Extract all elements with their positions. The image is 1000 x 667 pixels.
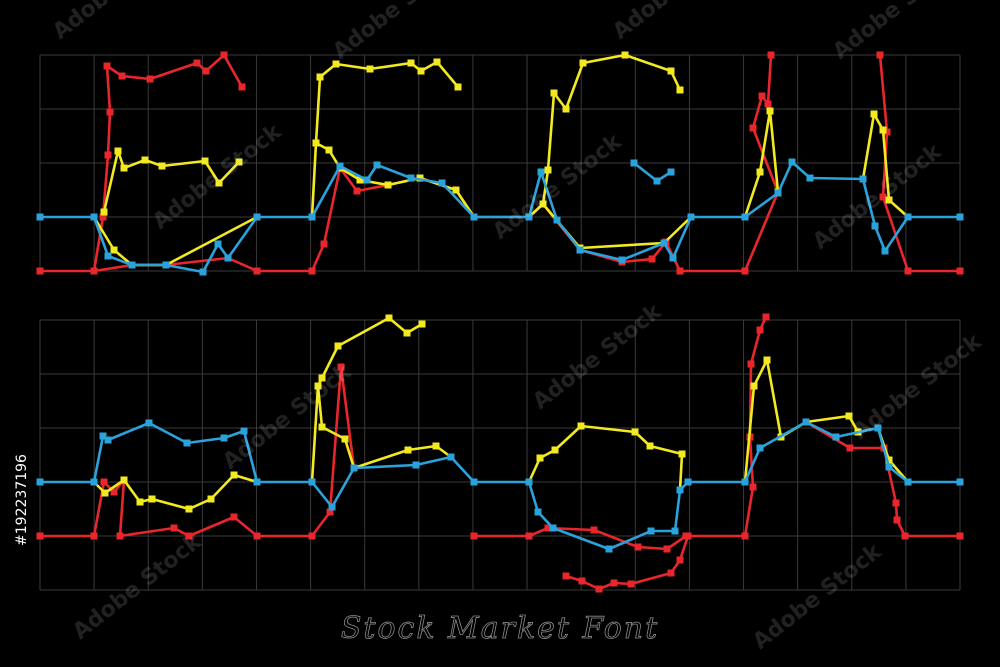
grid	[39, 54, 961, 591]
glyph-stroke	[525, 422, 686, 494]
watermark: Adobe Stock	[848, 329, 987, 445]
glyph-stroke	[308, 58, 462, 221]
stock-id: #192237196	[14, 454, 30, 546]
watermark: Adobe Stock	[488, 129, 627, 245]
glyphs-bottom	[36, 313, 964, 593]
watermark: Adobe Stock	[528, 299, 667, 415]
watermark: Adobe Stock	[608, 0, 747, 45]
watermark: Adobe Stock	[48, 0, 187, 45]
glyph-stroke	[314, 314, 426, 390]
glyph-stroke	[36, 158, 964, 276]
watermark: Adobe Stock	[808, 139, 947, 255]
watermark: Adobe Stock	[748, 539, 887, 655]
glyphs-top	[36, 51, 964, 276]
glyph-stroke	[312, 139, 478, 221]
glyph-stroke	[90, 471, 261, 513]
watermark: Adobe Stock	[68, 529, 207, 645]
glyph-stroke	[36, 418, 964, 553]
caption: Stock Market Font	[341, 611, 659, 646]
watermarks: Adobe Stock Adobe Stock Adobe Stock Adob…	[48, 0, 987, 655]
glyph-stroke	[539, 200, 695, 252]
glyph-stroke	[630, 159, 675, 185]
